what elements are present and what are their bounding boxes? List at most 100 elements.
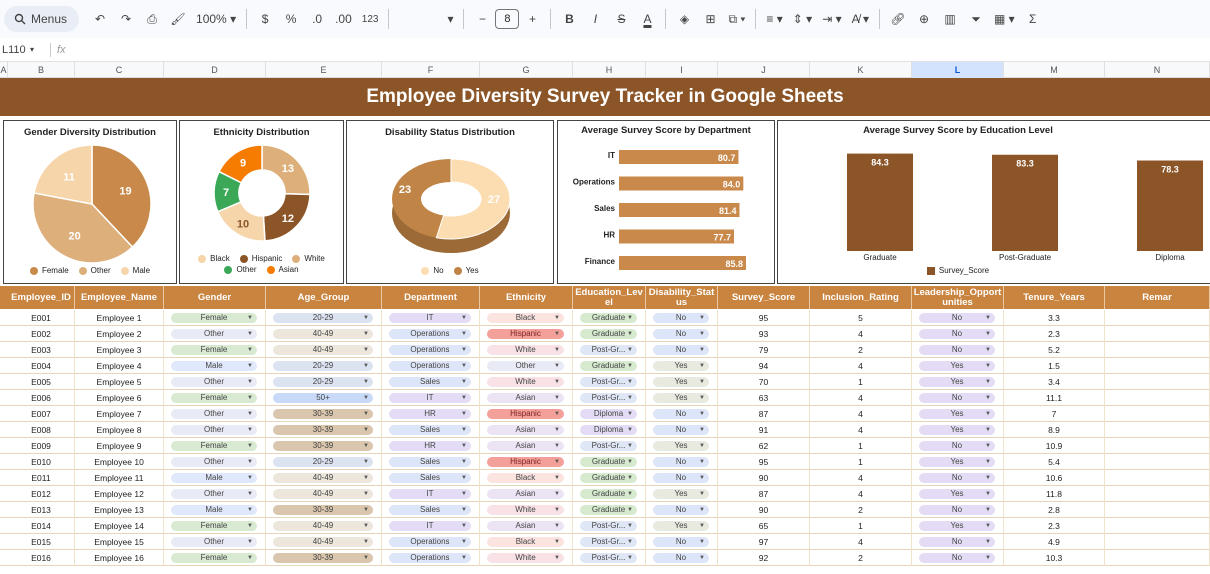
header-survey-score[interactable]: Survey_Score: [718, 286, 810, 309]
chevron-down-icon[interactable]: ▼: [985, 315, 991, 321]
paint-format-icon[interactable]: 🖌︎: [170, 12, 186, 26]
dropdown-chip[interactable]: HR ▼: [389, 409, 471, 419]
redo-icon[interactable]: ↷: [121, 12, 132, 26]
cell-employee-name[interactable]: Employee 5: [75, 374, 164, 390]
column-header-c[interactable]: C: [75, 62, 164, 78]
cell-employee-id[interactable]: E002: [8, 326, 75, 342]
name-box[interactable]: L110: [2, 43, 26, 56]
cell-tenure-years[interactable]: 2.3: [1004, 326, 1105, 342]
column-header-b[interactable]: B: [8, 62, 75, 78]
cell-inclusion-rating[interactable]: 2: [810, 550, 912, 566]
insert-chart-icon[interactable]: ▥: [944, 12, 956, 26]
dropdown-chip[interactable]: Other ▼: [171, 425, 257, 435]
functions-icon[interactable]: Σ: [1028, 12, 1037, 26]
cell-survey-score[interactable]: 97: [718, 534, 810, 550]
chevron-down-icon[interactable]: ▼: [554, 539, 560, 545]
dropdown-chip[interactable]: 20-29 ▼: [273, 377, 373, 387]
chevron-down-icon[interactable]: ▼: [363, 523, 369, 529]
chevron-down-icon[interactable]: ▼: [363, 411, 369, 417]
chevron-down-icon[interactable]: ▼: [247, 427, 253, 433]
chevron-down-icon[interactable]: ▼: [699, 475, 705, 481]
chevron-down-icon[interactable]: ▼: [699, 491, 705, 497]
dropdown-chip[interactable]: Yes ▼: [653, 489, 709, 499]
borders-icon[interactable]: ⊞: [705, 12, 716, 26]
chevron-down-icon[interactable]: ▼: [699, 459, 705, 465]
cell-inclusion-rating[interactable]: 4: [810, 534, 912, 550]
cell-inclusion-rating[interactable]: 4: [810, 390, 912, 406]
dropdown-chip[interactable]: No ▼: [919, 553, 995, 563]
merge-cells-icon[interactable]: ⧉ ▾: [728, 11, 746, 26]
chevron-down-icon[interactable]: ▼: [554, 523, 560, 529]
dropdown-chip[interactable]: Male ▼: [171, 361, 257, 371]
chevron-down-icon[interactable]: ▼: [985, 331, 991, 337]
dropdown-chip[interactable]: Asian ▼: [487, 521, 564, 531]
horizontal-align-icon[interactable]: ≡ ▾: [766, 12, 783, 26]
insert-link-icon[interactable]: 🔗︎: [890, 12, 906, 26]
chevron-down-icon[interactable]: ▼: [363, 491, 369, 497]
chevron-down-icon[interactable]: ▼: [985, 507, 991, 513]
dropdown-chip[interactable]: Yes ▼: [653, 361, 709, 371]
cell-employee-id[interactable]: E011: [8, 470, 75, 486]
cell-survey-score[interactable]: 95: [718, 454, 810, 470]
dropdown-chip[interactable]: Other ▼: [171, 377, 257, 387]
dropdown-chip[interactable]: IT ▼: [389, 393, 471, 403]
cell-employee-name[interactable]: Employee 10: [75, 454, 164, 470]
chevron-down-icon[interactable]: ▼: [247, 459, 253, 465]
cell-inclusion-rating[interactable]: 1: [810, 374, 912, 390]
chevron-down-icon[interactable]: ▼: [363, 555, 369, 561]
cell-employee-id[interactable]: E016: [8, 550, 75, 566]
cell-inclusion-rating[interactable]: 2: [810, 502, 912, 518]
text-color-button[interactable]: A: [643, 12, 652, 26]
column-header-n[interactable]: N: [1105, 62, 1210, 78]
dropdown-chip[interactable]: Hispanic ▼: [487, 409, 564, 419]
dropdown-chip[interactable]: Yes ▼: [919, 457, 995, 467]
column-header-d[interactable]: D: [164, 62, 266, 78]
chevron-down-icon[interactable]: ▼: [699, 539, 705, 545]
chevron-down-icon[interactable]: ▼: [627, 523, 633, 529]
dropdown-chip[interactable]: IT ▼: [389, 313, 471, 323]
column-header-g[interactable]: G: [480, 62, 573, 78]
cell-inclusion-rating[interactable]: 4: [810, 470, 912, 486]
cell-tenure-years[interactable]: 2.8: [1004, 502, 1105, 518]
cell-employee-name[interactable]: Employee 9: [75, 438, 164, 454]
dropdown-chip[interactable]: Sales ▼: [389, 377, 471, 387]
dropdown-chip[interactable]: Female ▼: [171, 521, 257, 531]
cell-inclusion-rating[interactable]: 5: [810, 310, 912, 326]
dropdown-chip[interactable]: Post-Gr... ▼: [580, 441, 637, 451]
filter-views-icon[interactable]: ▦ ▾: [994, 12, 1015, 26]
cell-remarks[interactable]: [1105, 550, 1210, 566]
cell-inclusion-rating[interactable]: 1: [810, 518, 912, 534]
dropdown-chip[interactable]: Female ▼: [171, 345, 257, 355]
cell-employee-name[interactable]: Employee 12: [75, 486, 164, 502]
dropdown-chip[interactable]: 40-49 ▼: [273, 521, 373, 531]
cell-employee-id[interactable]: E003: [8, 342, 75, 358]
cell-inclusion-rating[interactable]: 4: [810, 326, 912, 342]
dropdown-chip[interactable]: Post-Gr... ▼: [580, 345, 637, 355]
dropdown-chip[interactable]: Black ▼: [487, 537, 564, 547]
cell-employee-id[interactable]: E007: [8, 406, 75, 422]
chevron-down-icon[interactable]: ▼: [363, 475, 369, 481]
chevron-down-icon[interactable]: ▼: [461, 523, 467, 529]
dropdown-chip[interactable]: Yes ▼: [919, 521, 995, 531]
dropdown-chip[interactable]: 40-49 ▼: [273, 489, 373, 499]
cell-tenure-years[interactable]: 11.1: [1004, 390, 1105, 406]
chevron-down-icon[interactable]: ▼: [461, 363, 467, 369]
cell-survey-score[interactable]: 87: [718, 406, 810, 422]
cell-tenure-years[interactable]: 10.9: [1004, 438, 1105, 454]
chevron-down-icon[interactable]: ▼: [627, 491, 633, 497]
dropdown-chip[interactable]: Yes ▼: [919, 377, 995, 387]
dropdown-chip[interactable]: No ▼: [919, 313, 995, 323]
dropdown-chip[interactable]: Female ▼: [171, 313, 257, 323]
cell-remarks[interactable]: [1105, 486, 1210, 502]
chevron-down-icon[interactable]: ▼: [699, 379, 705, 385]
chevron-down-icon[interactable]: ▼: [247, 443, 253, 449]
chevron-down-icon[interactable]: ▼: [985, 475, 991, 481]
chevron-down-icon[interactable]: ▼: [985, 379, 991, 385]
cell-employee-id[interactable]: E009: [8, 438, 75, 454]
chevron-down-icon[interactable]: ▼: [461, 507, 467, 513]
cell-remarks[interactable]: [1105, 518, 1210, 534]
dropdown-chip[interactable]: No ▼: [653, 473, 709, 483]
dropdown-chip[interactable]: Operations ▼: [389, 345, 471, 355]
chevron-down-icon[interactable]: ▼: [247, 379, 253, 385]
dropdown-chip[interactable]: Sales ▼: [389, 425, 471, 435]
